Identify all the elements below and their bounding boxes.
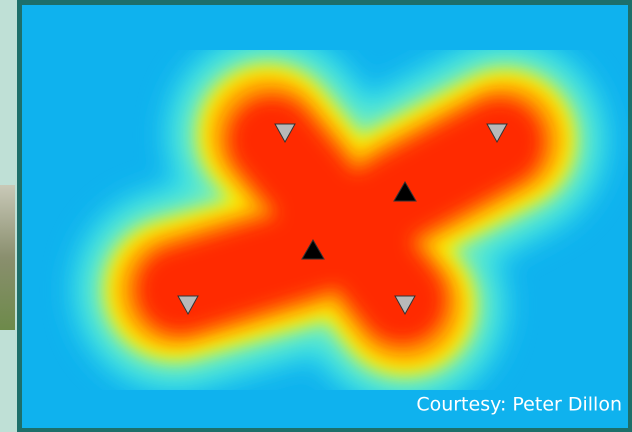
heatmap — [175, 135, 505, 305]
credit: Courtesy: Peter Dillon — [416, 394, 622, 416]
photo-fragment — [0, 185, 15, 330]
slide: Courtesy: Peter Dillon — [0, 0, 632, 432]
page: {"credit": "Courtesy: Peter Dillon"} — [0, 0, 632, 432]
